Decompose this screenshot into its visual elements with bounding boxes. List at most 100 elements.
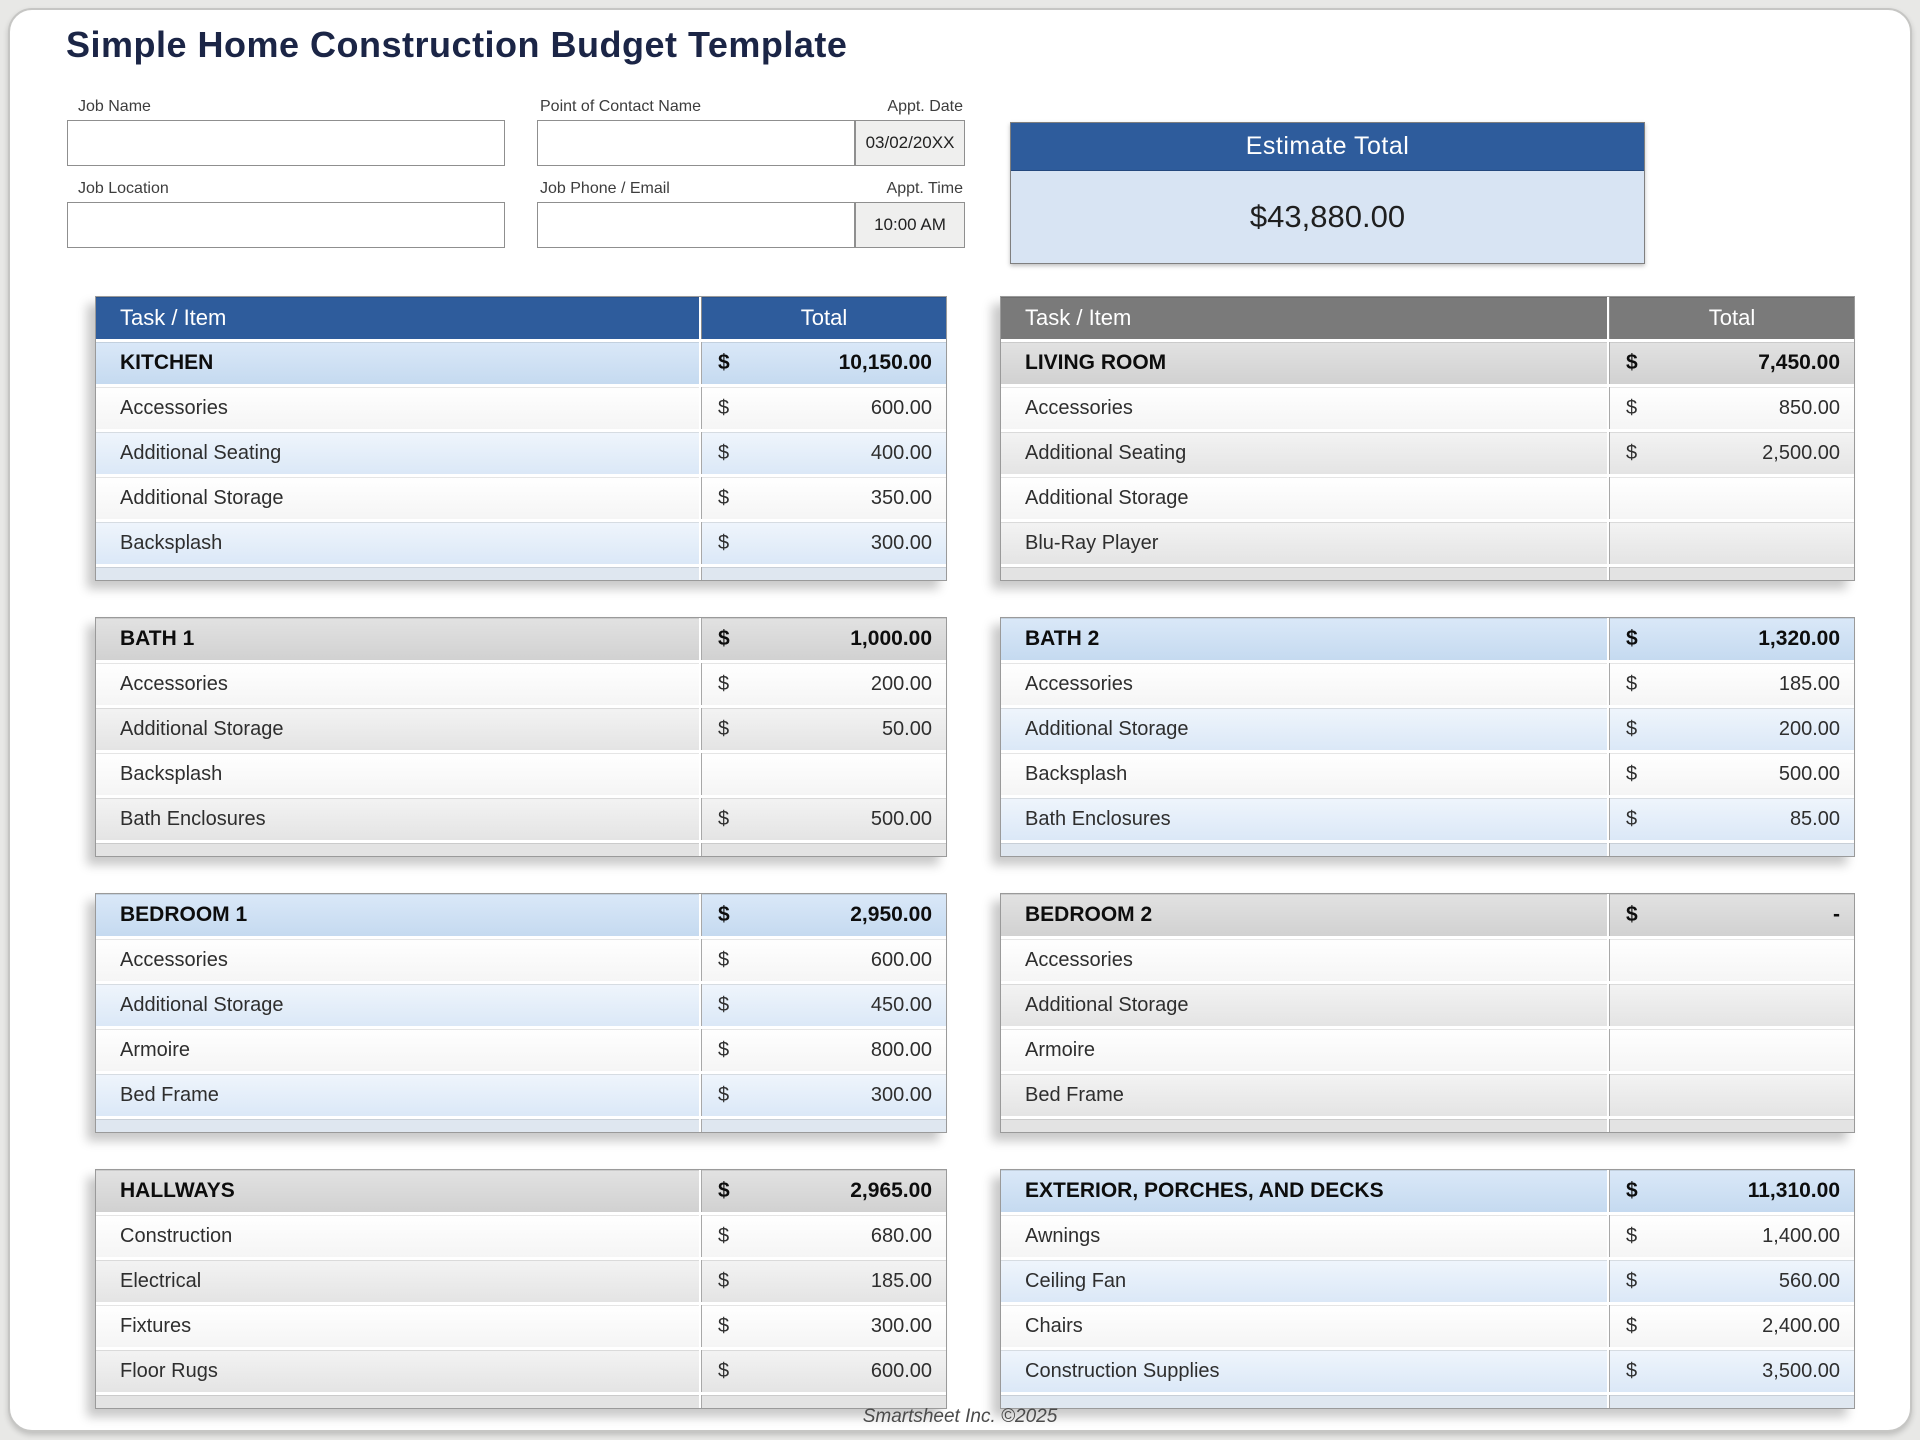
item-name[interactable]: Backsplash	[96, 753, 701, 795]
section-name[interactable]: BEDROOM 2	[1001, 894, 1609, 936]
job-location-input[interactable]	[67, 202, 505, 248]
item-name[interactable]: Floor Rugs	[96, 1350, 701, 1392]
estimate-total-value[interactable]: $43,880.00	[1011, 171, 1644, 263]
section-name[interactable]: BEDROOM 1	[96, 894, 701, 936]
item-total[interactable]: $500.00	[1609, 753, 1854, 795]
item-total[interactable]: $50.00	[701, 708, 946, 750]
item-name[interactable]: Armoire	[96, 1029, 701, 1071]
item-total[interactable]	[1609, 522, 1854, 564]
currency-symbol: $	[718, 903, 730, 926]
item-total[interactable]	[1609, 984, 1854, 1026]
item-total[interactable]: $185.00	[701, 1260, 946, 1302]
item-row: Awnings $1,400.00	[1001, 1215, 1854, 1260]
item-total[interactable]	[701, 753, 946, 795]
item-total[interactable]: $300.00	[701, 1074, 946, 1116]
item-row: Construction $680.00	[96, 1215, 946, 1260]
item-name[interactable]: Additional Storage	[1001, 477, 1609, 519]
item-total[interactable]: $800.00	[701, 1029, 946, 1071]
item-name[interactable]: Fixtures	[96, 1305, 701, 1347]
item-row: Additional Seating $400.00	[96, 432, 946, 477]
item-name[interactable]: Bed Frame	[96, 1074, 701, 1116]
item-total[interactable]: $200.00	[701, 663, 946, 705]
item-total[interactable]: $2,400.00	[1609, 1305, 1854, 1347]
item-name[interactable]: Awnings	[1001, 1215, 1609, 1257]
item-total[interactable]: $1,400.00	[1609, 1215, 1854, 1257]
item-name[interactable]: Chairs	[1001, 1305, 1609, 1347]
item-total[interactable]: $3,500.00	[1609, 1350, 1854, 1392]
item-name[interactable]: Accessories	[96, 387, 701, 429]
item-name[interactable]: Ceiling Fan	[1001, 1260, 1609, 1302]
item-name[interactable]: Electrical	[96, 1260, 701, 1302]
item-total[interactable]: $450.00	[701, 984, 946, 1026]
appt-date-value[interactable]: 03/02/20XX	[855, 120, 965, 166]
item-total[interactable]: $600.00	[701, 1350, 946, 1392]
item-name[interactable]: Additional Storage	[1001, 708, 1609, 750]
item-name[interactable]: Additional Seating	[96, 432, 701, 474]
item-name[interactable]: Blu-Ray Player	[1001, 522, 1609, 564]
item-name[interactable]: Additional Storage	[96, 477, 701, 519]
currency-symbol: $	[718, 1224, 730, 1247]
item-name[interactable]: Accessories	[1001, 939, 1609, 981]
appt-time-label: Appt. Time	[886, 180, 963, 197]
section-name[interactable]: LIVING ROOM	[1001, 342, 1609, 384]
item-name[interactable]: Bath Enclosures	[96, 798, 701, 840]
item-name[interactable]: Construction	[96, 1215, 701, 1257]
section-row-bedroom-1: BEDROOM 1 $2,950.00	[96, 894, 946, 939]
item-row: Additional Storage $450.00	[96, 984, 946, 1029]
section-total[interactable]: $7,450.00	[1609, 342, 1854, 384]
job-name-input[interactable]	[67, 120, 505, 166]
section-total[interactable]: $2,950.00	[701, 894, 946, 936]
item-total[interactable]	[1609, 1074, 1854, 1116]
item-total[interactable]: $400.00	[701, 432, 946, 474]
item-row: Bath Enclosures $85.00	[1001, 798, 1854, 843]
item-total[interactable]: $300.00	[701, 522, 946, 564]
item-total[interactable]: $85.00	[1609, 798, 1854, 840]
item-name[interactable]: Additional Storage	[96, 708, 701, 750]
section-name[interactable]: HALLWAYS	[96, 1170, 701, 1212]
item-name[interactable]: Accessories	[1001, 663, 1609, 705]
item-name[interactable]: Backsplash	[1001, 753, 1609, 795]
item-total[interactable]: $680.00	[701, 1215, 946, 1257]
section-name[interactable]: KITCHEN	[96, 342, 701, 384]
item-total[interactable]: $500.00	[701, 798, 946, 840]
item-name[interactable]: Bath Enclosures	[1001, 798, 1609, 840]
section-total-amount: 2,950.00	[850, 903, 932, 926]
job-phone-email-input[interactable]	[537, 202, 855, 248]
item-name[interactable]: Accessories	[96, 663, 701, 705]
currency-symbol: $	[1626, 351, 1638, 374]
item-name[interactable]: Additional Storage	[96, 984, 701, 1026]
section-total[interactable]: $11,310.00	[1609, 1170, 1854, 1212]
appt-time-value[interactable]: 10:00 AM	[855, 202, 965, 248]
item-name[interactable]: Additional Seating	[1001, 432, 1609, 474]
item-name[interactable]: Backsplash	[96, 522, 701, 564]
item-total[interactable]	[1609, 477, 1854, 519]
item-total[interactable]	[1609, 1029, 1854, 1071]
section-total[interactable]: $10,150.00	[701, 342, 946, 384]
item-total[interactable]: $600.00	[701, 387, 946, 429]
item-name[interactable]: Accessories	[1001, 387, 1609, 429]
item-total[interactable]: $600.00	[701, 939, 946, 981]
currency-symbol: $	[1626, 903, 1638, 926]
contact-name-input[interactable]	[537, 120, 855, 166]
item-total[interactable]: $300.00	[701, 1305, 946, 1347]
item-name[interactable]: Additional Storage	[1001, 984, 1609, 1026]
item-total[interactable]: $350.00	[701, 477, 946, 519]
section-total[interactable]: $1,000.00	[701, 618, 946, 660]
section-name[interactable]: EXTERIOR, PORCHES, AND DECKS	[1001, 1170, 1609, 1212]
item-total[interactable]: $185.00	[1609, 663, 1854, 705]
item-total[interactable]	[1609, 939, 1854, 981]
item-total[interactable]: $560.00	[1609, 1260, 1854, 1302]
item-name[interactable]: Armoire	[1001, 1029, 1609, 1071]
item-total[interactable]: $850.00	[1609, 387, 1854, 429]
item-name[interactable]: Bed Frame	[1001, 1074, 1609, 1116]
item-name[interactable]: Construction Supplies	[1001, 1350, 1609, 1392]
section-name[interactable]: BATH 2	[1001, 618, 1609, 660]
table-clipped-row	[1001, 1119, 1854, 1132]
section-total[interactable]: $ -	[1609, 894, 1854, 936]
item-total[interactable]: $200.00	[1609, 708, 1854, 750]
item-name[interactable]: Accessories	[96, 939, 701, 981]
item-total[interactable]: $2,500.00	[1609, 432, 1854, 474]
section-name[interactable]: BATH 1	[96, 618, 701, 660]
section-total[interactable]: $2,965.00	[701, 1170, 946, 1212]
section-total[interactable]: $1,320.00	[1609, 618, 1854, 660]
